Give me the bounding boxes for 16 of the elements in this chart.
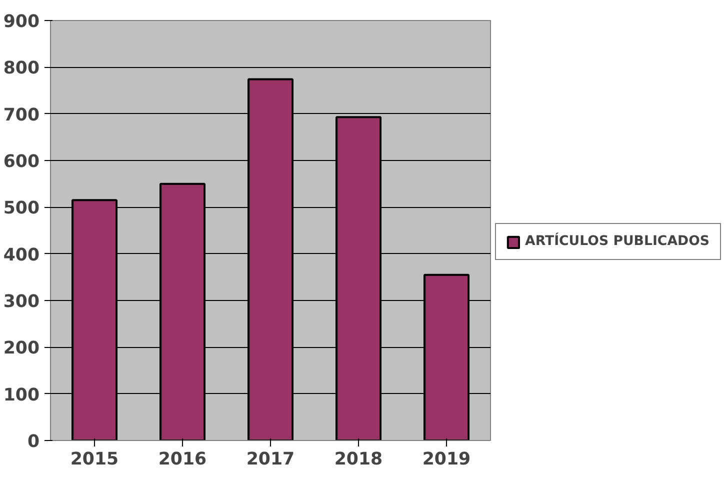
y-tick-label: 500	[3, 198, 40, 219]
y-tick-label: 300	[3, 292, 40, 312]
y-tick-label: 900	[3, 12, 40, 32]
x-tick-label: 2016	[158, 450, 207, 470]
y-tick-label: 200	[3, 338, 40, 359]
y-tick-label: 800	[3, 58, 40, 79]
y-tick-label: 700	[3, 105, 40, 126]
x-tick-label: 2019	[422, 450, 471, 470]
x-tick-label: 2015	[70, 450, 119, 470]
y-tick-label: 600	[3, 152, 40, 172]
y-tick-label: 100	[3, 385, 40, 406]
legend-label: ARTÍCULOS PUBLICADOS	[525, 234, 710, 249]
y-tick-label: 0	[27, 432, 40, 452]
x-tick-label: 2017	[246, 450, 295, 470]
y-tick-label: 400	[3, 245, 40, 266]
x-tick-label: 2018	[334, 450, 383, 470]
